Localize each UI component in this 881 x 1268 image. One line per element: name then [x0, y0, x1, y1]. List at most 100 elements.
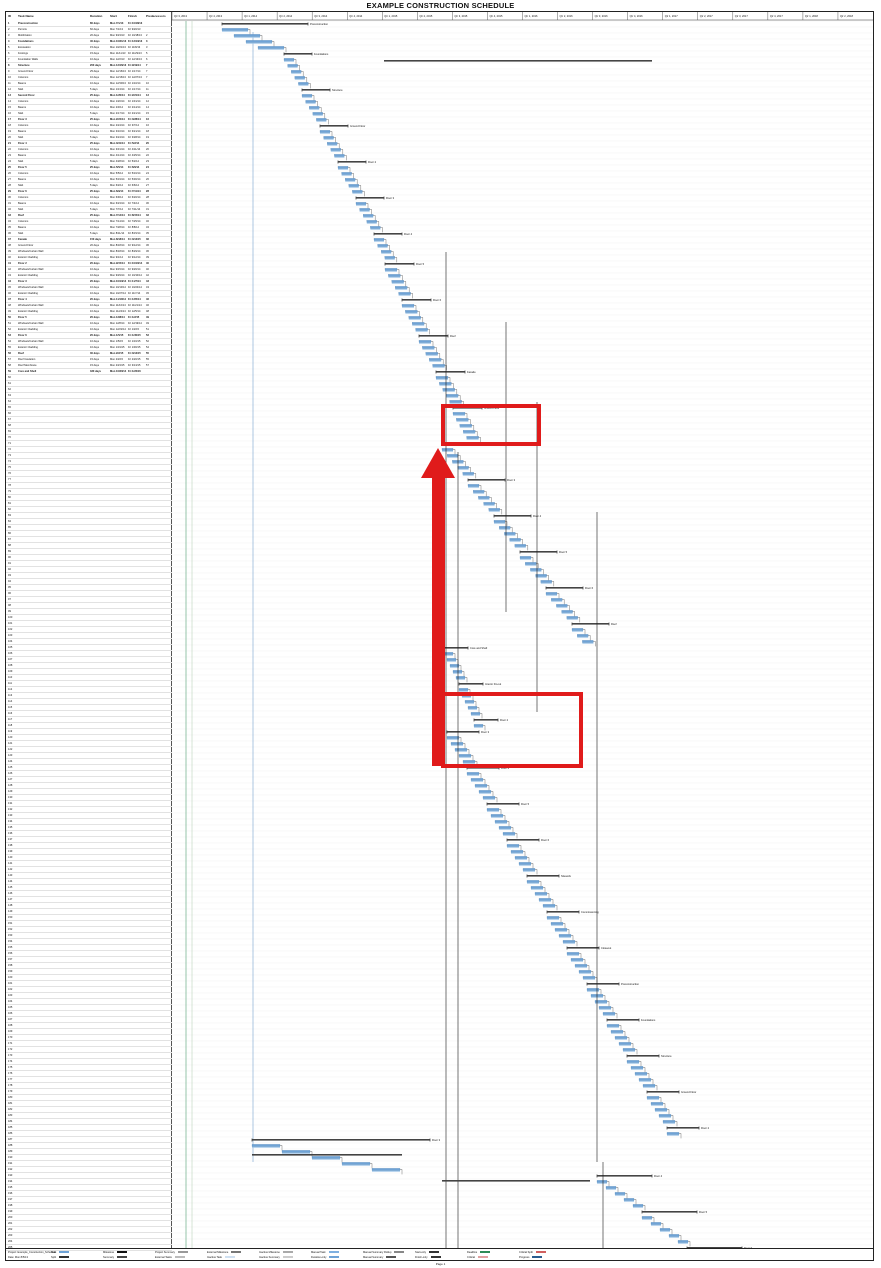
table-row[interactable]: 182	[6, 1107, 172, 1113]
table-row[interactable]: 44 Floor 3 20 days Mon 10/13/14 Fri 11/7/14…	[6, 279, 172, 285]
table-row[interactable]: 123	[6, 753, 172, 759]
table-row[interactable]: 16 Slab 5 days Mon 2/17/14 Fri 2/21/14 15	[6, 111, 172, 117]
table-row[interactable]: 65	[6, 405, 172, 411]
table-row[interactable]: 199	[6, 1209, 172, 1215]
table-row[interactable]: 185	[6, 1125, 172, 1131]
col-header-task-name[interactable]: Task Name	[18, 14, 34, 18]
table-row[interactable]: 151	[6, 921, 172, 927]
table-row[interactable]: 205	[6, 1245, 172, 1251]
table-row[interactable]: 166	[6, 1011, 172, 1017]
table-row[interactable]: 115	[6, 705, 172, 711]
table-row[interactable]: 156	[6, 951, 172, 957]
table-row[interactable]: 146	[6, 891, 172, 897]
table-row[interactable]: 129	[6, 789, 172, 795]
table-row[interactable]: 164	[6, 999, 172, 1005]
col-header-duration[interactable]: Duration	[90, 14, 103, 18]
table-row[interactable]: 78	[6, 483, 172, 489]
table-row[interactable]: 138	[6, 843, 172, 849]
table-row[interactable]: 39 Windows/Curtain Wall 10 days Mon 8/18/1…	[6, 249, 172, 255]
table-row[interactable]: 194	[6, 1179, 172, 1185]
table-row[interactable]: 77	[6, 477, 172, 483]
table-row[interactable]: 175	[6, 1065, 172, 1071]
col-header-predecessors[interactable]: Predecessors	[146, 14, 166, 18]
table-row[interactable]: 198	[6, 1203, 172, 1209]
table-row[interactable]: 47 Floor 4 20 days Mon 11/10/14 Fri 12/5/14…	[6, 297, 172, 303]
table-row[interactable]: 135	[6, 825, 172, 831]
table-row[interactable]: 90	[6, 555, 172, 561]
table-row[interactable]: 109	[6, 669, 172, 675]
table-row[interactable]: 53 Floor 6 20 days Mon 1/5/15 Fri 1/30/15 52	[6, 333, 172, 339]
table-row[interactable]: 55 Exterior Cladding 10 days Mon 1/19/15 Fr…	[6, 345, 172, 351]
table-row[interactable]: 36 Slab 5 days Mon 8/11/14 Fri 8/15/14 35	[6, 231, 172, 237]
table-row[interactable]: 107	[6, 657, 172, 663]
table-row[interactable]: 68	[6, 423, 172, 429]
table-row[interactable]: 112	[6, 687, 172, 693]
table-row[interactable]: 23 Beams 10 days Mon 4/14/14 Fri 4/25/14 22	[6, 153, 172, 159]
table-row[interactable]: 168	[6, 1023, 172, 1029]
table-row[interactable]: 35 Beams 10 days Mon 7/28/14 Fri 8/8/14 34	[6, 225, 172, 231]
table-row[interactable]: 95	[6, 585, 172, 591]
table-row[interactable]: 126	[6, 771, 172, 777]
table-row[interactable]: 87	[6, 537, 172, 543]
table-row[interactable]: 45 Windows/Curtain Wall 10 days Mon 10/13/…	[6, 285, 172, 291]
table-row[interactable]: 141	[6, 861, 172, 867]
table-row[interactable]: 32 Slab 5 days Mon 7/7/14 Fri 7/11/14 31	[6, 207, 172, 213]
table-row[interactable]: 58 Roof Membrane 15 days Mon 2/23/15 Fri 3/…	[6, 363, 172, 369]
table-row[interactable]: 157	[6, 957, 172, 963]
table-row[interactable]: 200	[6, 1215, 172, 1221]
table-row[interactable]: 43 Exterior Cladding 10 days Mon 9/29/14 Fr…	[6, 273, 172, 279]
table-row[interactable]: 158	[6, 963, 172, 969]
table-row[interactable]: 120	[6, 735, 172, 741]
table-row[interactable]: 72	[6, 447, 172, 453]
table-row[interactable]: 103	[6, 633, 172, 639]
table-row[interactable]: 125	[6, 765, 172, 771]
table-row[interactable]: 179	[6, 1089, 172, 1095]
table-row[interactable]: 99	[6, 609, 172, 615]
table-row[interactable]: 144	[6, 879, 172, 885]
col-header-id[interactable]: ID	[8, 14, 11, 18]
table-row[interactable]: 127	[6, 777, 172, 783]
table-row[interactable]: 147	[6, 897, 172, 903]
table-row[interactable]: 184	[6, 1119, 172, 1125]
table-row[interactable]: 46 Exterior Cladding 10 days Mon 10/27/14 F…	[6, 291, 172, 297]
table-row[interactable]: 108	[6, 663, 172, 669]
table-row[interactable]: 191	[6, 1161, 172, 1167]
table-row[interactable]: 113	[6, 693, 172, 699]
table-row[interactable]: 49 Exterior Cladding 10 days Mon 11/24/14 F…	[6, 309, 172, 315]
table-row[interactable]: 8 Structure 200 days Mon 12/16/13 Fri 9/19/1…	[6, 63, 172, 69]
table-row[interactable]: 176	[6, 1071, 172, 1077]
table-row[interactable]: 80	[6, 495, 172, 501]
table-row[interactable]: 202	[6, 1227, 172, 1233]
table-row[interactable]: 54 Windows/Curtain Wall 10 days Mon 1/5/15…	[6, 339, 172, 345]
table-row[interactable]: 21 Floor 4 25 days Mon 3/31/14 Fri 5/2/14 20	[6, 141, 172, 147]
table-row[interactable]: 29 Floor 6 25 days Mon 6/9/14 Fri 7/11/14 28	[6, 189, 172, 195]
table-row[interactable]: 33 Roof 25 days Mon 7/14/14 Fri 8/15/14 32	[6, 213, 172, 219]
table-row[interactable]: 204	[6, 1239, 172, 1245]
table-row[interactable]: 167	[6, 1017, 172, 1023]
table-row[interactable]: 174	[6, 1059, 172, 1065]
table-row[interactable]: 74	[6, 459, 172, 465]
table-row[interactable]: 142	[6, 867, 172, 873]
table-row[interactable]: 79	[6, 489, 172, 495]
table-row[interactable]: 1 Preconstruction 80 days Mon 7/1/13 Fri 10/…	[6, 21, 172, 27]
col-header-finish[interactable]: Finish	[128, 14, 137, 18]
table-row[interactable]: 30 Columns 10 days Mon 6/9/14 Fri 6/20/14 28	[6, 195, 172, 201]
table-row[interactable]: 128	[6, 783, 172, 789]
table-row[interactable]: 41 Floor 2 20 days Mon 9/15/14 Fri 10/10/14…	[6, 261, 172, 267]
table-row[interactable]: 25 Floor 5 25 days Mon 5/5/14 Fri 6/6/14 24	[6, 165, 172, 171]
table-row[interactable]: 60	[6, 375, 172, 381]
table-row[interactable]: 106	[6, 651, 172, 657]
table-row[interactable]: 203	[6, 1233, 172, 1239]
table-row[interactable]: 13 Second Floor 25 days Mon 1/20/14 Fri 2/2…	[6, 93, 172, 99]
table-row[interactable]: 18 Columns 10 days Mon 2/24/14 Fri 3/7/14 16	[6, 123, 172, 129]
table-row[interactable]: 88	[6, 543, 172, 549]
table-row[interactable]: 84	[6, 519, 172, 525]
table-row[interactable]: 98	[6, 603, 172, 609]
table-row[interactable]: 178	[6, 1083, 172, 1089]
table-row[interactable]: 50 Floor 5 20 days Mon 12/8/14 Fri 1/2/15 49	[6, 315, 172, 321]
table-row[interactable]: 24 Slab 5 days Mon 4/28/14 Fri 5/2/14 23	[6, 159, 172, 165]
table-row[interactable]: 149	[6, 909, 172, 915]
table-row[interactable]: 9 Ground Floor 25 days Mon 12/16/13 Fri 1/1…	[6, 69, 172, 75]
table-row[interactable]: 91	[6, 561, 172, 567]
table-row[interactable]: 118	[6, 723, 172, 729]
